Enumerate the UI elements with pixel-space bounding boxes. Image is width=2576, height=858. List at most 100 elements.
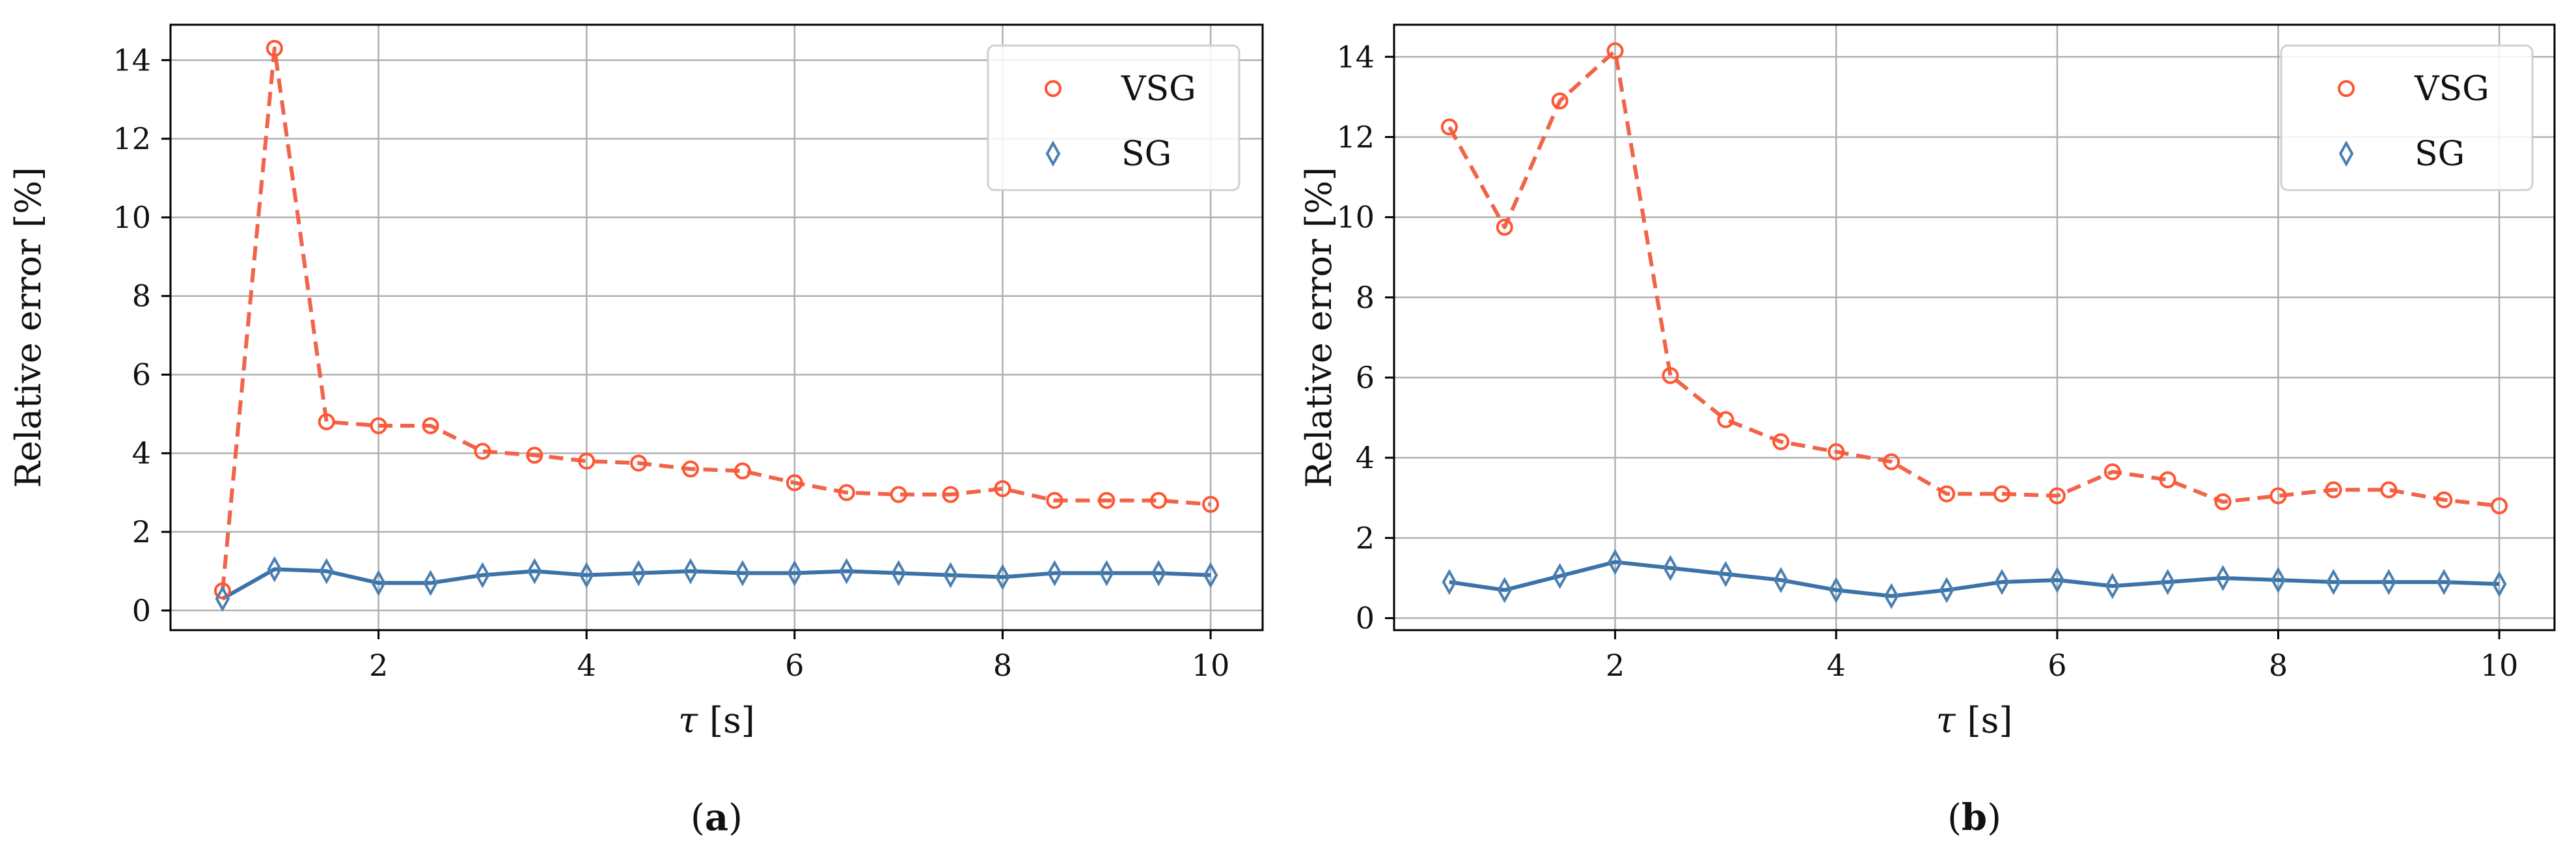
panel-label-open: ( [691, 797, 705, 839]
legend-marker-sg [1045, 140, 1061, 167]
x-axis-unit: [s] [1967, 700, 2013, 741]
data-point-sg [1884, 583, 1899, 609]
data-point-vsg [890, 486, 907, 503]
data-point-sg [1774, 566, 1788, 594]
data-point-sg [267, 556, 282, 583]
legend-label-vsg: VSG [1121, 70, 1196, 109]
x-axis-symbol: τ [678, 700, 698, 741]
data-point-sg [2326, 569, 2341, 596]
data-point-sg [1994, 569, 2010, 596]
data-point-sg [1497, 577, 1513, 603]
data-point-vsg [1496, 219, 1513, 236]
legend-box [2280, 44, 2534, 191]
data-point-vsg [1938, 485, 1956, 503]
y-tick-label: 10 [113, 200, 151, 235]
data-point-vsg [630, 454, 648, 472]
y-tick-label: 8 [132, 279, 151, 314]
series-line-sg [1449, 560, 2500, 598]
panel-label-close: ) [1987, 797, 2001, 839]
y-tick-label: 4 [132, 436, 151, 471]
y-tick-label: 2 [132, 514, 151, 549]
data-point-vsg [838, 484, 855, 501]
legend-label-vsg: VSG [2414, 70, 2489, 109]
data-point-vsg [942, 486, 959, 503]
data-point-vsg [682, 460, 700, 478]
data-point-sg [1552, 562, 1568, 589]
data-point-sg [2049, 566, 2065, 594]
panel-a: 2 4 6 8 10 0 2 4 6 8 10 12 14 Relative error [%] τ [s] V… [8, 23, 1264, 839]
data-point-vsg [2103, 463, 2121, 480]
data-point-vsg [733, 462, 751, 480]
data-point-vsg [474, 443, 491, 460]
x-axis-label: τ [s] [1936, 700, 2013, 741]
x-axis-label: τ [s] [678, 700, 755, 741]
data-point-sg [943, 562, 958, 588]
data-point-vsg [1662, 367, 1679, 384]
data-point-sg [1663, 555, 1678, 581]
data-point-vsg [1717, 411, 1734, 428]
data-point-sg [1828, 577, 1844, 603]
data-point-vsg [2159, 471, 2176, 489]
x-tick-label: 10 [2480, 648, 2519, 683]
data-point-vsg [1993, 485, 2010, 503]
data-point-sg [2160, 569, 2175, 596]
y-tick-label: 0 [132, 593, 151, 628]
y-tick-label: 10 [1336, 200, 1375, 235]
data-point-sg [527, 558, 542, 585]
x-tick-label: 8 [2269, 648, 2288, 683]
data-point-sg [995, 564, 1010, 590]
legend-label-sg: SG [1121, 135, 1172, 174]
series-line-vsg [1447, 49, 2500, 508]
data-point-sg [371, 570, 386, 596]
legend-marker-vsg [2338, 80, 2355, 97]
data-point-vsg [1828, 443, 1845, 460]
legend-marker-vsg [1045, 80, 1062, 97]
y-tick-label: 6 [1356, 360, 1375, 395]
y-axis-label: Relative error [%] [1298, 167, 1339, 488]
data-point-vsg [2380, 481, 2398, 499]
y-tick-label: 4 [1356, 440, 1375, 475]
data-point-vsg [422, 417, 439, 434]
data-point-sg [2436, 569, 2452, 596]
data-point-vsg [1772, 433, 1790, 450]
y-tick-label: 6 [132, 357, 151, 392]
x-axis-unit: [s] [709, 700, 755, 741]
data-point-vsg [2214, 493, 2232, 510]
data-point-sg [423, 570, 438, 596]
legend-marker-sg [2338, 140, 2354, 167]
data-point-sg [683, 558, 698, 585]
data-point-vsg [1883, 453, 1900, 471]
data-point-vsg [2491, 497, 2508, 515]
data-point-vsg [318, 413, 335, 430]
x-tick-label: 8 [993, 648, 1012, 683]
data-point-vsg [1150, 491, 1168, 509]
x-tick-label: 6 [785, 648, 804, 683]
x-tick-label: 2 [369, 648, 388, 683]
y-tick-label: 0 [1356, 601, 1375, 636]
data-point-sg [1608, 549, 1623, 575]
legend-box [987, 44, 1240, 191]
data-point-sg [2271, 566, 2286, 594]
data-point-sg [2215, 564, 2230, 592]
panel-b: 2 4 6 8 10 0 2 4 6 8 10 12 14 Relative error [%] τ [s] V… [1298, 23, 2556, 839]
data-point-sg [215, 585, 230, 612]
data-point-vsg [2269, 487, 2287, 505]
data-point-sg [1442, 569, 1457, 596]
y-tick-label: 12 [1336, 119, 1375, 154]
data-point-sg [839, 558, 855, 585]
y-tick-label: 14 [113, 42, 151, 77]
panel-label: (a) [691, 796, 743, 839]
data-point-sg [1203, 562, 1218, 588]
plot-frame [1393, 23, 2556, 631]
panel-label-close: ) [728, 797, 743, 839]
data-point-sg [2105, 573, 2120, 600]
panel-label-open: ( [1947, 797, 1962, 839]
x-tick-label: 2 [1606, 648, 1624, 683]
data-point-vsg [578, 452, 596, 470]
data-point-sg [2491, 571, 2507, 598]
data-point-vsg [1606, 42, 1624, 60]
data-point-vsg [526, 447, 543, 464]
data-point-sg [1939, 577, 1954, 603]
data-point-vsg [1202, 495, 1220, 513]
data-point-vsg [370, 417, 387, 434]
